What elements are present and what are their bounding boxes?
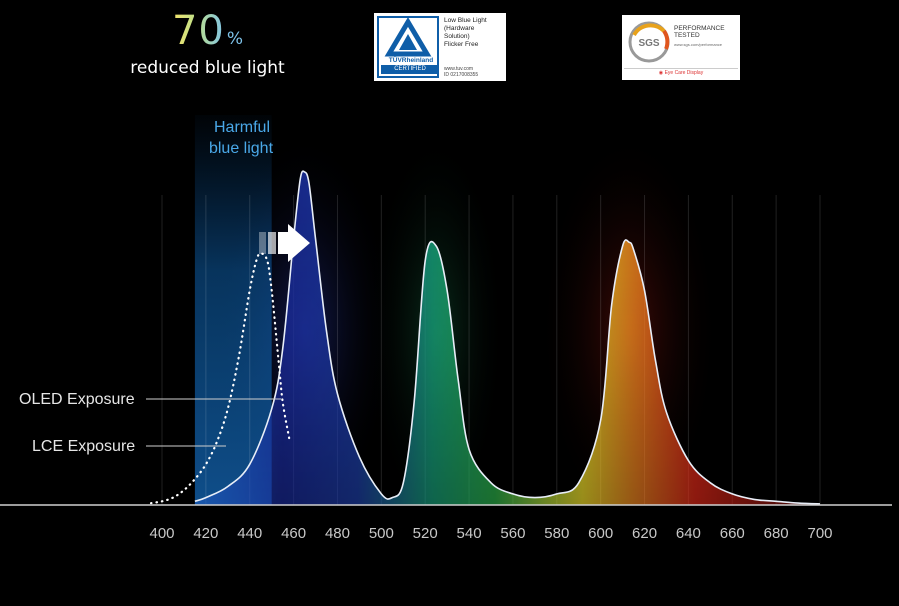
x-tick-label: 680	[764, 525, 789, 542]
headline-unit: %	[226, 29, 244, 49]
x-tick-label: 640	[676, 525, 701, 542]
tuv-id: ID 0217008355	[444, 72, 479, 78]
headline-value: 70	[171, 8, 225, 54]
x-tick-label: 420	[193, 525, 218, 542]
tuv-line-3: Solution)	[444, 33, 470, 40]
x-tick-label: 460	[281, 525, 306, 542]
x-tick-label: 480	[325, 525, 350, 542]
x-tick-labels: 400 420 440 460 480 500 520 540 560 580 600 620 640 6…	[149, 525, 832, 542]
oled-exposure-label: OLED Exposure	[19, 391, 135, 408]
harmful-blue-band	[194, 115, 272, 505]
sgs-footer: ◉ Eye Care Display	[624, 68, 738, 78]
tuv-line-2: (Hardware	[444, 25, 475, 32]
sgs-url: www.sgs.com/performance	[674, 42, 723, 47]
sgs-logo-icon: SGS	[628, 21, 670, 63]
headline-group: 70% reduced blue light	[120, 8, 295, 78]
tuv-line-1: Low Blue Light	[444, 17, 487, 24]
x-tick-label: 560	[500, 525, 525, 542]
tuv-certification-badge: TÜVRheinland CERTIFIED Low Blue Light (H…	[374, 13, 506, 81]
harmful-label-line-2: blue light	[209, 140, 274, 157]
shift-arrow-icon	[259, 224, 310, 262]
tuv-url: www.tuv.com	[444, 66, 474, 72]
eye-icon: ◉	[658, 70, 664, 76]
oled-spectrum-line	[194, 170, 821, 505]
sgs-line-2: TESTED	[674, 32, 700, 39]
x-tick-label: 440	[237, 525, 262, 542]
sgs-certification-badge: SGS PERFORMANCE TESTED www.sgs.com/perfo…	[622, 15, 740, 80]
sgs-logo-text: SGS	[638, 38, 659, 49]
x-tick-label: 500	[369, 525, 394, 542]
sgs-line-1: PERFORMANCE	[674, 25, 725, 32]
x-tick-label: 400	[149, 525, 174, 542]
lce-spectrum-line	[149, 252, 291, 505]
tuv-logo: TÜVRheinland CERTIFIED	[377, 16, 439, 78]
x-tick-label: 580	[544, 525, 569, 542]
harmful-label-line-1: Harmful	[214, 119, 270, 136]
tuv-brand: TÜVRheinland	[388, 57, 434, 64]
x-tick-label: 540	[457, 525, 482, 542]
x-tick-label: 660	[720, 525, 745, 542]
oled-spectrum-fill	[194, 171, 820, 505]
sgs-footer-label: Eye Care Display	[664, 70, 704, 76]
lce-exposure-label: LCE Exposure	[32, 438, 135, 455]
x-tick-label: 700	[807, 525, 832, 542]
x-tick-label: 600	[588, 525, 613, 542]
tuv-certified-label: CERTIFIED	[381, 65, 439, 74]
tuv-triangle-icon	[384, 17, 432, 57]
tuv-line-4: Flicker Free	[444, 41, 479, 48]
headline-subtitle: reduced blue light	[130, 58, 285, 78]
x-tick-label: 620	[632, 525, 657, 542]
x-tick-label: 520	[413, 525, 438, 542]
